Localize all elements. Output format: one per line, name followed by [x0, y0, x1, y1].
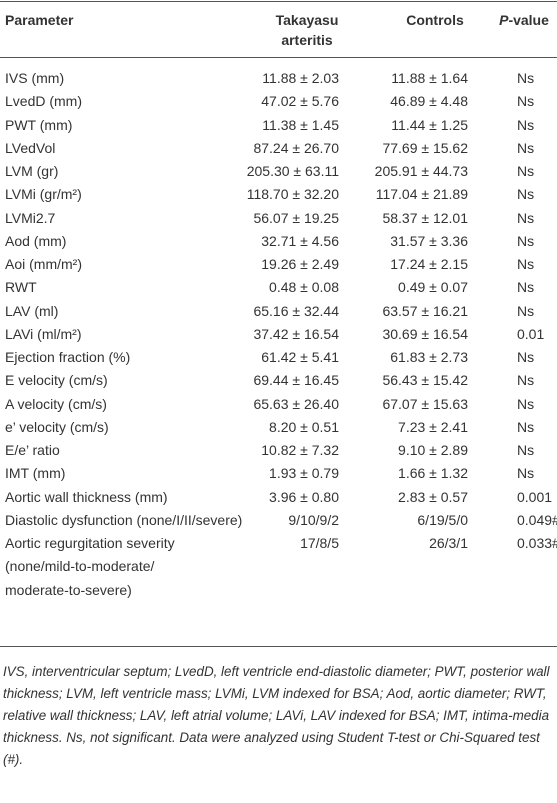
row-parameter: LVMi (gr/m²)	[5, 186, 82, 203]
row-parameter: moderate-to-severe)	[5, 581, 132, 598]
row-parameter: LvedD (mm)	[5, 93, 83, 110]
row-group2: 67.07 ± 15.63	[382, 395, 468, 412]
row-p-value: Ns	[517, 302, 535, 319]
row-group2: 7.23 ± 2.41	[398, 418, 468, 435]
row-p-value: Ns	[517, 209, 535, 226]
row-parameter: IVS (mm)	[5, 70, 65, 86]
row-parameter: LVMi2.7	[5, 209, 56, 226]
row-group2: 2.83 ± 0.57	[398, 488, 468, 505]
row-group2: 117.04 ± 21.89	[375, 186, 468, 203]
row-p-value: Ns	[517, 70, 535, 86]
row-group2: 11.44 ± 1.25	[391, 116, 468, 133]
row-parameter: Aoi (mm/m²)	[5, 256, 82, 272]
row-group1: 11.88 ± 2.03	[262, 70, 339, 86]
header-parameter: Parameter	[5, 12, 74, 28]
row-group2: 63.57 ± 16.21	[382, 302, 468, 319]
row-group1: 65.63 ± 26.40	[253, 395, 339, 412]
row-parameter: LVedVol	[5, 139, 56, 156]
row-group2: 1.66 ± 1.32	[398, 465, 468, 482]
rule	[0, 57, 557, 58]
row-p-value: 0.001	[517, 488, 553, 505]
row-p-value: Ns	[517, 232, 535, 249]
row-group1: 3.96 ± 0.80	[269, 488, 339, 505]
row-group1: 0.48 ± 0.08	[269, 279, 339, 296]
row-p-value: Ns	[517, 116, 535, 133]
row-group1: 37.42 ± 16.54	[253, 325, 339, 342]
row-p-value: Ns	[517, 372, 535, 389]
row-group1: 9/10/9/2	[288, 511, 339, 528]
row-parameter: Ejection fraction (%)	[5, 349, 131, 365]
row-p-value: 0.049#	[517, 511, 557, 528]
row-group2: 31.57 ± 3.36	[390, 232, 468, 249]
row-group2: 9.10 ± 2.89	[398, 442, 468, 458]
row-group2: 6/19/5/0	[417, 511, 468, 528]
row-parameter: Aortic wall thickness (mm)	[5, 488, 168, 505]
row-parameter: Aod (mm)	[5, 232, 67, 249]
row-p-value: 0.033#	[517, 535, 557, 551]
row-parameter: LAVi (ml/m²)	[5, 325, 82, 342]
row-group2: 11.88 ± 1.64	[391, 70, 468, 86]
row-parameter: E velocity (cm/s)	[5, 372, 108, 389]
row-p-value: Ns	[517, 163, 535, 179]
header-group2: Controls	[406, 12, 464, 28]
row-parameter: e’ velocity (cm/s)	[5, 418, 109, 435]
row-group2: 26/3/1	[429, 535, 468, 551]
row-parameter: RWT	[5, 279, 37, 296]
footnote: IVS, interventricular septum; LvedD, lef…	[3, 664, 550, 767]
row-parameter: LVM (gr)	[5, 163, 59, 179]
row-group2: 30.69 ± 16.54	[382, 325, 468, 342]
row-group2: 56.43 ± 15.42	[382, 372, 468, 389]
p-value-label: P-value	[499, 12, 549, 28]
row-group1: 1.93 ± 0.79	[269, 465, 339, 482]
row-parameter: (none/mild-to-moderate/	[5, 558, 155, 575]
row-group2: 17.24 ± 2.15	[390, 256, 468, 272]
row-group1: 118.70 ± 32.20	[246, 186, 339, 203]
rule	[0, 646, 557, 647]
row-group1: 11.38 ± 1.45	[262, 116, 339, 133]
row-p-value: Ns	[517, 279, 535, 296]
row-group1: 32.71 ± 4.56	[261, 232, 339, 249]
row-parameter: IMT (mm)	[5, 465, 66, 482]
row-group2: 0.49 ± 0.07	[398, 279, 468, 296]
row-group1: 205.30 ± 63.11	[246, 163, 339, 179]
row-group2: 77.69 ± 15.62	[382, 139, 468, 156]
row-p-value: Ns	[517, 93, 535, 110]
row-parameter: Aortic regurgitation severity	[5, 535, 175, 551]
row-group2: 205.91 ± 44.73	[374, 163, 468, 179]
header-group1: Takayasu arteritis	[275, 12, 339, 48]
row-group1: 56.07 ± 19.25	[253, 209, 339, 226]
row-p-value: Ns	[517, 256, 535, 272]
row-group1: 19.26 ± 2.49	[261, 256, 339, 272]
row-p-value: Ns	[517, 442, 535, 458]
rule	[0, 1, 557, 2]
row-parameter: PWT (mm)	[5, 116, 73, 133]
row-group1: 47.02 ± 5.76	[261, 93, 339, 110]
row-parameter: LAV (ml)	[5, 302, 59, 319]
row-parameter: E/e’ ratio	[5, 442, 60, 458]
row-group1: 8.20 ± 0.51	[269, 418, 339, 435]
row-p-value: Ns	[517, 395, 535, 412]
row-parameter: A velocity (cm/s)	[5, 395, 107, 412]
row-p-value: Ns	[517, 465, 535, 482]
row-group1: 10.82 ± 7.32	[261, 442, 339, 458]
row-group2: 58.37 ± 12.01	[382, 209, 468, 226]
row-p-value: 0.01	[517, 325, 545, 342]
row-p-value: Ns	[517, 418, 535, 435]
row-parameter: Diastolic dysfunction (none/I/II/severe)	[5, 511, 243, 528]
header-p-value: P-value	[494, 10, 554, 30]
row-group1: 69.44 ± 16.45	[253, 372, 339, 389]
row-group2: 46.89 ± 4.48	[390, 93, 468, 110]
row-group1: 61.42 ± 5.41	[261, 349, 339, 365]
row-group2: 61.83 ± 2.73	[390, 349, 468, 365]
row-p-value: Ns	[517, 139, 535, 156]
row-p-value: Ns	[517, 349, 535, 365]
row-group1: 87.24 ± 26.70	[253, 139, 339, 156]
row-group1: 17/8/5	[300, 535, 339, 551]
row-p-value: Ns	[517, 186, 535, 203]
row-group1: 65.16 ± 32.44	[253, 302, 339, 319]
